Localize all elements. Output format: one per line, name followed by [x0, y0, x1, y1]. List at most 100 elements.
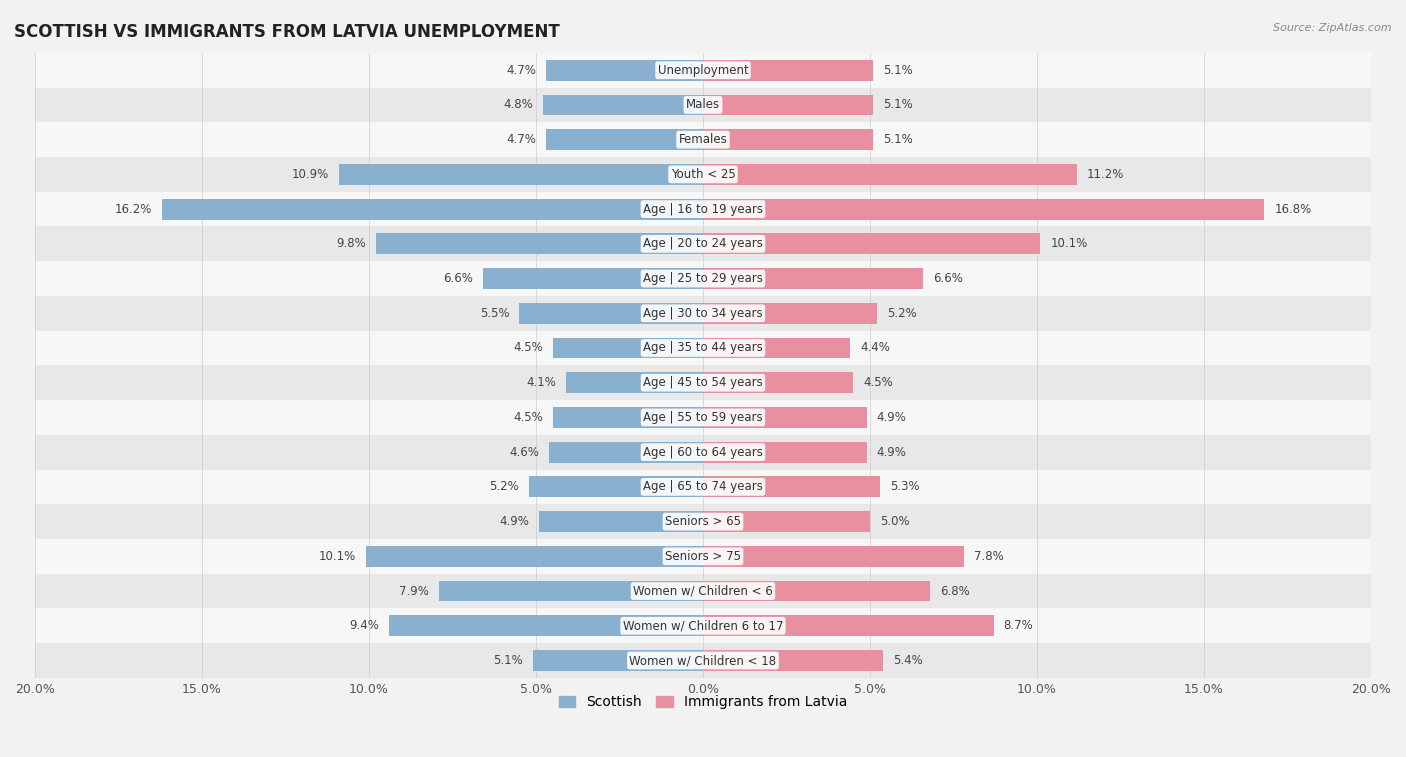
Text: 16.2%: 16.2% — [114, 203, 152, 216]
Text: 4.5%: 4.5% — [863, 376, 893, 389]
Text: 9.4%: 9.4% — [349, 619, 380, 632]
Text: 10.9%: 10.9% — [291, 168, 329, 181]
Text: 4.5%: 4.5% — [513, 411, 543, 424]
Bar — [553, 407, 703, 428]
Bar — [567, 372, 703, 393]
Text: Age | 35 to 44 years: Age | 35 to 44 years — [643, 341, 763, 354]
Bar — [35, 157, 1371, 192]
Bar — [439, 581, 703, 602]
Text: 4.8%: 4.8% — [503, 98, 533, 111]
Bar — [389, 615, 703, 636]
Text: 7.9%: 7.9% — [399, 584, 429, 597]
Text: Age | 60 to 64 years: Age | 60 to 64 years — [643, 446, 763, 459]
Bar — [550, 442, 703, 463]
Bar — [35, 123, 1371, 157]
Text: 8.7%: 8.7% — [1004, 619, 1033, 632]
Text: 5.3%: 5.3% — [890, 481, 920, 494]
Text: 6.6%: 6.6% — [443, 272, 472, 285]
Text: 4.4%: 4.4% — [860, 341, 890, 354]
Bar — [553, 338, 703, 358]
Bar — [703, 615, 994, 636]
Bar — [529, 476, 703, 497]
Bar — [35, 261, 1371, 296]
Text: Women w/ Children 6 to 17: Women w/ Children 6 to 17 — [623, 619, 783, 632]
Bar — [35, 469, 1371, 504]
Bar — [35, 574, 1371, 609]
Bar — [482, 268, 703, 289]
Text: 16.8%: 16.8% — [1274, 203, 1312, 216]
Text: 4.5%: 4.5% — [513, 341, 543, 354]
Text: Women w/ Children < 18: Women w/ Children < 18 — [630, 654, 776, 667]
Bar — [703, 650, 883, 671]
Bar — [703, 442, 866, 463]
Bar — [35, 296, 1371, 331]
Text: Age | 55 to 59 years: Age | 55 to 59 years — [643, 411, 763, 424]
Text: 11.2%: 11.2% — [1087, 168, 1125, 181]
Text: 5.0%: 5.0% — [880, 515, 910, 528]
Bar — [35, 435, 1371, 469]
Text: 5.2%: 5.2% — [887, 307, 917, 319]
Text: 5.5%: 5.5% — [479, 307, 509, 319]
Bar — [35, 609, 1371, 643]
Bar — [366, 546, 703, 567]
Bar — [703, 95, 873, 115]
Text: 4.7%: 4.7% — [506, 64, 536, 76]
Bar — [703, 60, 873, 81]
Bar — [35, 192, 1371, 226]
Bar — [703, 233, 1040, 254]
Text: 5.1%: 5.1% — [883, 64, 912, 76]
Text: 6.8%: 6.8% — [941, 584, 970, 597]
Text: 4.1%: 4.1% — [526, 376, 555, 389]
Text: 5.4%: 5.4% — [893, 654, 924, 667]
Bar — [703, 546, 963, 567]
Text: 10.1%: 10.1% — [318, 550, 356, 563]
Text: Seniors > 65: Seniors > 65 — [665, 515, 741, 528]
Text: Age | 65 to 74 years: Age | 65 to 74 years — [643, 481, 763, 494]
Bar — [339, 164, 703, 185]
Text: Age | 30 to 34 years: Age | 30 to 34 years — [643, 307, 763, 319]
Text: 5.1%: 5.1% — [883, 98, 912, 111]
Bar — [703, 407, 866, 428]
Bar — [703, 372, 853, 393]
Bar — [35, 366, 1371, 400]
Bar — [35, 53, 1371, 88]
Text: Unemployment: Unemployment — [658, 64, 748, 76]
Text: SCOTTISH VS IMMIGRANTS FROM LATVIA UNEMPLOYMENT: SCOTTISH VS IMMIGRANTS FROM LATVIA UNEMP… — [14, 23, 560, 41]
Text: 4.7%: 4.7% — [506, 133, 536, 146]
Bar — [35, 226, 1371, 261]
Bar — [703, 581, 931, 602]
Bar — [540, 511, 703, 532]
Bar — [35, 400, 1371, 435]
Text: 4.6%: 4.6% — [509, 446, 540, 459]
Text: 4.9%: 4.9% — [499, 515, 529, 528]
Text: 10.1%: 10.1% — [1050, 238, 1088, 251]
Bar — [546, 129, 703, 150]
Text: 5.1%: 5.1% — [883, 133, 912, 146]
Bar — [162, 198, 703, 220]
Text: 5.1%: 5.1% — [494, 654, 523, 667]
Text: 6.6%: 6.6% — [934, 272, 963, 285]
Bar — [703, 268, 924, 289]
Text: Age | 25 to 29 years: Age | 25 to 29 years — [643, 272, 763, 285]
Bar — [703, 164, 1077, 185]
Bar — [546, 60, 703, 81]
Text: 4.9%: 4.9% — [877, 411, 907, 424]
Text: Females: Females — [679, 133, 727, 146]
Bar — [703, 511, 870, 532]
Bar — [703, 129, 873, 150]
Bar — [519, 303, 703, 324]
Text: Age | 16 to 19 years: Age | 16 to 19 years — [643, 203, 763, 216]
Text: Age | 45 to 54 years: Age | 45 to 54 years — [643, 376, 763, 389]
Legend: Scottish, Immigrants from Latvia: Scottish, Immigrants from Latvia — [553, 690, 853, 715]
Text: Women w/ Children < 6: Women w/ Children < 6 — [633, 584, 773, 597]
Text: 7.8%: 7.8% — [973, 550, 1004, 563]
Bar — [35, 331, 1371, 366]
Bar — [703, 303, 877, 324]
Bar — [35, 88, 1371, 123]
Bar — [703, 476, 880, 497]
Text: 5.2%: 5.2% — [489, 481, 519, 494]
Text: Source: ZipAtlas.com: Source: ZipAtlas.com — [1274, 23, 1392, 33]
Bar — [35, 643, 1371, 678]
Bar — [533, 650, 703, 671]
Text: 9.8%: 9.8% — [336, 238, 366, 251]
